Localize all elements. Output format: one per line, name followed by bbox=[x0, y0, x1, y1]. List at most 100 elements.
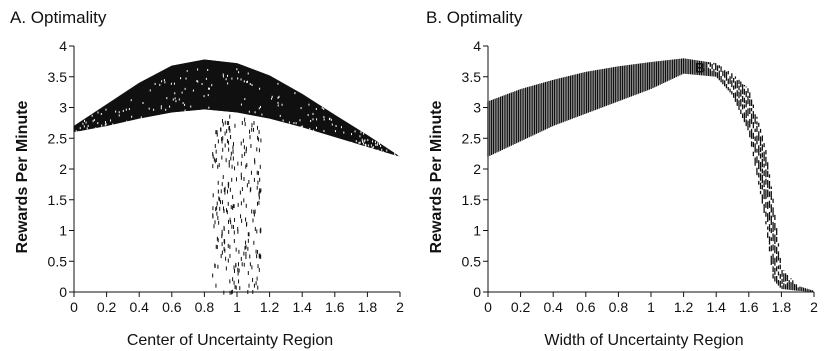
chart-a-band-speck-67 bbox=[361, 138, 363, 141]
chart-a-band-speck-84 bbox=[310, 119, 312, 122]
chart-a-band-speck-112 bbox=[138, 118, 140, 121]
chart-a-band-speck-69 bbox=[340, 126, 342, 129]
chart-a-band-speck-155 bbox=[378, 142, 380, 145]
chart-a-band-speck-144 bbox=[227, 82, 229, 85]
chart-a-band-speck-26 bbox=[180, 77, 182, 80]
chart-a-band-speck-0 bbox=[105, 108, 107, 111]
chart-a-band-speck-9 bbox=[160, 107, 162, 110]
chart-a-band-speck-129 bbox=[386, 149, 388, 152]
chart-a-xtick-label-8: 1.6 bbox=[325, 299, 345, 315]
chart-b-xtick-label-9: 1.8 bbox=[772, 299, 792, 315]
chart-a-band-speck-14 bbox=[240, 103, 242, 106]
chart-a-band-speck-40 bbox=[205, 77, 207, 80]
chart-a-band-speck-74 bbox=[237, 77, 239, 80]
chart-a-xtick-label-2: 0.4 bbox=[129, 299, 149, 315]
chart-b-xtick-label-10: 2 bbox=[810, 299, 818, 315]
chart-b-ytick-label-4: 2 bbox=[473, 161, 481, 177]
chart-b-xtick-label-6: 1.2 bbox=[674, 299, 694, 315]
chart-a-band-speck-134 bbox=[300, 126, 302, 129]
chart-a-ytick-label-7: 3.5 bbox=[48, 69, 68, 85]
chart-a-band-speck-172 bbox=[360, 131, 362, 134]
chart-a-xtick-label-4: 0.8 bbox=[195, 299, 215, 315]
chart-a-band-speck-126 bbox=[83, 119, 85, 122]
chart-a-band-speck-91 bbox=[211, 84, 213, 87]
chart-a-band-speck-132 bbox=[282, 119, 284, 122]
chart-a-ytick-label-2: 1 bbox=[59, 223, 67, 239]
chart-a-band-speck-44 bbox=[174, 92, 176, 95]
chart-a-band-speck-48 bbox=[118, 111, 120, 114]
chart-b-xtick-label-4: 0.8 bbox=[609, 299, 629, 315]
chart-a-band-speck-71 bbox=[277, 82, 279, 85]
chart-a-band-speck-78 bbox=[159, 83, 161, 86]
chart-a-band-speck-76 bbox=[351, 141, 353, 144]
chart-a-band-speck-72 bbox=[367, 144, 369, 147]
chart-a-band-speck-118 bbox=[315, 126, 317, 129]
chart-a-band-speck-89 bbox=[82, 122, 84, 125]
chart-a-band-speck-95 bbox=[313, 129, 315, 132]
chart-a-band-speck-60 bbox=[163, 79, 165, 82]
chart-a-band-speck-87 bbox=[165, 108, 167, 111]
chart-a-band-speck-81 bbox=[101, 124, 103, 127]
chart-a-band-speck-113 bbox=[236, 68, 238, 71]
chart-b-ytick-label-8: 4 bbox=[473, 38, 481, 54]
chart-a-band-speck-79 bbox=[97, 111, 99, 114]
chart-a-band-speck-1 bbox=[382, 151, 384, 154]
chart-a-band-speck-175 bbox=[125, 108, 127, 111]
chart-a-band-speck-139 bbox=[160, 105, 162, 108]
chart-b-xtick-label-8: 1.6 bbox=[739, 299, 759, 315]
chart-a-band-speck-147 bbox=[328, 118, 330, 121]
chart-a-band-speck-120 bbox=[128, 108, 130, 111]
chart-a-band-speck-83 bbox=[110, 119, 112, 122]
chart-a-band-speck-15 bbox=[370, 144, 372, 147]
chart-a-band-speck-8 bbox=[184, 109, 186, 112]
chart-b-ytick-label-0: 0 bbox=[473, 284, 481, 300]
chart-a-band-speck-12 bbox=[377, 142, 379, 145]
chart-a-band-speck-10 bbox=[355, 140, 357, 143]
chart-a-band-speck-163 bbox=[97, 122, 99, 125]
chart-a-band-speck-6 bbox=[161, 80, 163, 83]
chart-a-band-speck-27 bbox=[115, 110, 117, 113]
chart-a-band-speck-43 bbox=[299, 119, 301, 122]
chart-a-band-speck-38 bbox=[203, 95, 205, 98]
chart-a-band-speck-150 bbox=[112, 123, 114, 126]
chart-a-band-speck-57 bbox=[323, 108, 325, 111]
chart-a-band-speck-122 bbox=[359, 141, 361, 144]
chart-a-band-speck-49 bbox=[309, 127, 311, 130]
chart-b-xtick-label-5: 1 bbox=[647, 299, 655, 315]
chart-a-band-speck-101 bbox=[175, 100, 177, 103]
chart-a-band-speck-176 bbox=[278, 95, 280, 98]
chart-a-band-speck-80 bbox=[271, 95, 273, 98]
chart-a-band-speck-109 bbox=[231, 77, 233, 80]
chart-a-band-speck-111 bbox=[308, 103, 310, 106]
chart-a-ytick-label-1: 0.5 bbox=[48, 253, 68, 269]
chart-a-ytick-label-6: 3 bbox=[59, 100, 67, 116]
chart-a-band-speck-68 bbox=[172, 98, 174, 101]
chart-a-band-speck-136 bbox=[316, 118, 318, 121]
chart-a-band-speck-167 bbox=[380, 145, 382, 148]
chart-a-xtick-label-5: 1 bbox=[233, 299, 241, 315]
chart-a-band-speck-153 bbox=[207, 94, 209, 97]
chart-a-band-speck-30 bbox=[381, 148, 383, 151]
chart-a-band-speck-11 bbox=[372, 146, 374, 149]
chart-a-title: A. Optimality bbox=[10, 8, 107, 27]
chart-a-band-speck-51 bbox=[281, 103, 283, 106]
chart-a-band-speck-18 bbox=[374, 141, 376, 144]
chart-a-band-speck-169 bbox=[225, 78, 227, 81]
chart-a-band-speck-96 bbox=[354, 130, 356, 133]
chart-a-band bbox=[73, 59, 401, 159]
chart-a-band-speck-177 bbox=[196, 80, 198, 83]
chart-a-band-speck-63 bbox=[185, 77, 187, 80]
chart-a-band-speck-70 bbox=[364, 139, 366, 142]
chart-a-band-speck-94 bbox=[334, 130, 336, 133]
chart-a-ytick-label-5: 2.5 bbox=[48, 130, 68, 146]
chart-b-xtick-label-7: 1.4 bbox=[706, 299, 726, 315]
chart-a-ytick-label-4: 2 bbox=[59, 161, 67, 177]
chart-a-band-speck-35 bbox=[148, 107, 150, 110]
chart-a-band-speck-32 bbox=[105, 123, 107, 126]
chart-a-band-speck-166 bbox=[335, 124, 337, 127]
chart-a-ytick-label-0: 0 bbox=[59, 284, 67, 300]
chart-a-xtick-label-6: 1.2 bbox=[260, 299, 280, 315]
chart-a-band-speck-28 bbox=[92, 120, 94, 123]
chart-a-band-speck-29 bbox=[130, 99, 132, 102]
chart-b-band bbox=[487, 58, 814, 292]
